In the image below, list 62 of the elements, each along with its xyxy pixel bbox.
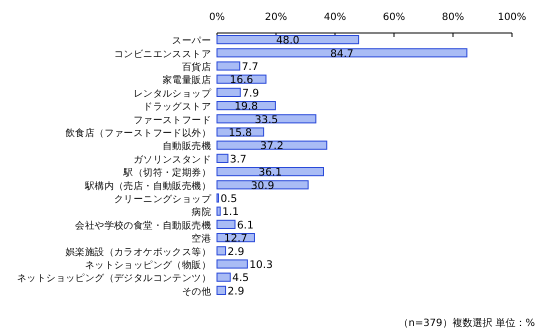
- x-tick-label: 20%: [264, 12, 288, 23]
- y-tick-label: スーパー: [172, 36, 212, 47]
- y-tick-label: 家電量販店: [162, 74, 212, 86]
- bar: [216, 180, 309, 190]
- bar: [216, 246, 226, 256]
- x-tick-label: 0%: [209, 12, 225, 23]
- y-tick-label: 飲食店（ファーストフード以外）: [65, 127, 211, 139]
- bar: [216, 114, 316, 124]
- y-tick-label: その他: [182, 285, 212, 298]
- data-label: 2.9: [228, 246, 244, 258]
- y-tick-label: ファーストフード: [133, 114, 211, 126]
- bar: [216, 272, 231, 282]
- data-label: 6.1: [236, 219, 254, 232]
- data-label: 33.5: [254, 114, 278, 126]
- x-tick-label: 40%: [324, 12, 346, 23]
- data-label: 30.9: [250, 180, 274, 192]
- data-label: 84.7: [330, 48, 354, 60]
- text: （n=379）複数選択 単位：%: [398, 317, 535, 329]
- bar: [216, 35, 360, 44]
- data-label: 7.9: [242, 87, 260, 100]
- data-label: 10.3: [249, 259, 273, 271]
- bar: [216, 167, 324, 176]
- y-tick-label: 会社や学校の食堂・自動販売機: [75, 219, 212, 232]
- y-tick-label: ネットショッピング（物販）: [84, 259, 211, 271]
- y-tick-label: ネットショッピング（デジタルコンテンツ）: [16, 273, 211, 284]
- data-label: 48.0: [276, 34, 300, 47]
- bar: [216, 286, 226, 295]
- data-label: 4.5: [232, 272, 249, 284]
- bar: [216, 220, 236, 229]
- bar: [216, 61, 240, 71]
- y-tick-label: コンビニエンスストア: [114, 48, 212, 60]
- data-label: 37.2: [260, 140, 284, 152]
- y-tick-label: 娯楽施設（カラオケボックス等）: [65, 246, 211, 258]
- data-label: 19.8: [234, 100, 258, 113]
- data-label: 12.7: [224, 232, 248, 245]
- bar: [216, 154, 228, 163]
- y-tick-label: ガソリンスタンド: [133, 154, 211, 166]
- y-tick-label: 百貨店: [182, 61, 212, 73]
- data-label: 16.6: [230, 74, 254, 86]
- y-tick-label: ドラッグストア: [143, 102, 212, 113]
- y-tick-label: 自動販売機: [162, 140, 212, 152]
- data-label: 3.7: [230, 153, 247, 166]
- data-label: 36.1: [258, 166, 282, 179]
- bar: [216, 259, 248, 269]
- bar: [216, 88, 241, 97]
- y-tick-label: 病院: [192, 206, 212, 218]
- data-label: 0.5: [220, 193, 238, 205]
- y-tick-label: 空港: [192, 232, 212, 245]
- data-label: 1.1: [222, 206, 239, 218]
- data-label: 15.8: [228, 127, 252, 139]
- x-tick-label: 60%: [382, 12, 406, 23]
- y-tick-label: 駅構内（売店・自動販売機）: [84, 180, 211, 192]
- x-tick-label: 80%: [442, 12, 464, 23]
- data-label: 2.9: [228, 285, 244, 298]
- y-tick-label: クリーニングショップ: [114, 193, 212, 205]
- y-tick-label: レンタルショップ: [133, 87, 212, 100]
- data-label: 7.7: [242, 61, 258, 73]
- bar: [216, 140, 328, 150]
- y-tick-label: 駅（切符・定期券）: [122, 166, 211, 179]
- bar: [216, 206, 221, 216]
- bar: [216, 48, 468, 58]
- x-tick-label: 100%: [498, 12, 526, 23]
